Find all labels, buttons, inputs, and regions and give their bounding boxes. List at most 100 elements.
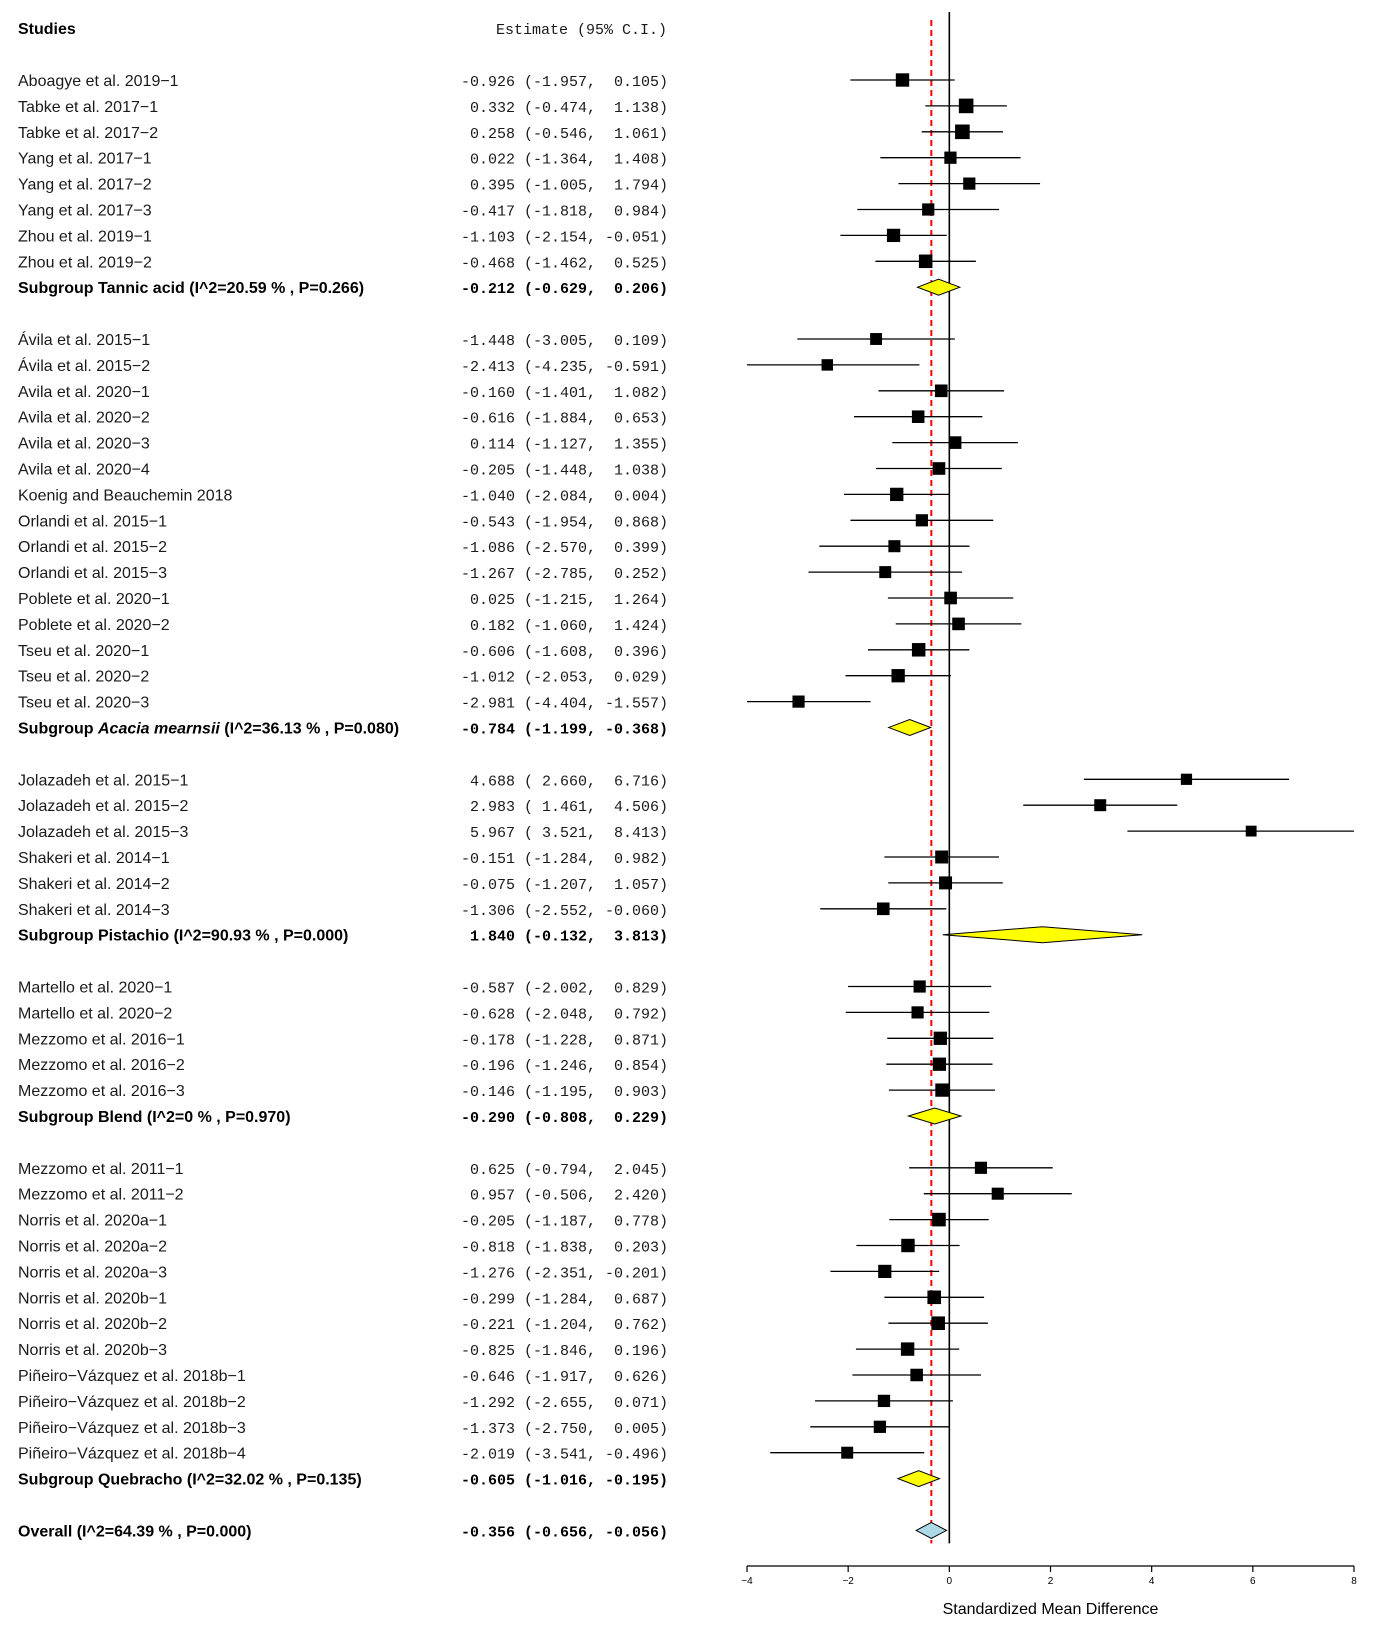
study-label: Tseu et al. 2020−2 [18,669,149,686]
estimate-ci-text: -1.276 (-2.351, -0.201) [461,1265,668,1282]
subgroup-label: Subgroup Acacia mearnsii (I^2=36.13 % , … [18,721,399,738]
point-estimate-square [895,73,910,87]
study-label: Ávila et al. 2015−1 [18,330,150,349]
estimate-ci-text: 0.258 (-0.546, 1.061) [461,126,668,143]
point-estimate-square [952,617,965,631]
estimate-ci-text: -0.075 (-1.207, 1.057) [461,877,668,894]
estimate-ci-text: -1.267 (-2.785, 0.252) [461,566,668,583]
x-tick-label: −2 [842,1576,854,1587]
subgroup-diamond [896,1470,941,1488]
point-estimate-square [935,850,949,864]
estimate-ci-text: -0.818 (-1.838, 0.203) [461,1240,668,1257]
study-label: Poblete et al. 2020−2 [18,617,170,634]
estimate-ci-text: 0.025 (-1.215, 1.264) [461,592,668,609]
study-label: Avila et al. 2020−4 [18,462,150,479]
study-label: Jolazadeh et al. 2015−1 [18,772,188,789]
point-estimate-square [935,1083,949,1097]
estimate-ci-text: -1.012 (-2.053, 0.029) [461,670,668,687]
estimate-ci-text: 1.840 (-0.132, 3.813) [461,929,668,946]
estimate-ci-text: -0.212 (-0.629, 0.206) [461,281,668,298]
study-label: Martello et al. 2020−2 [18,1005,172,1022]
study-label: Tseu et al. 2020−1 [18,643,149,660]
point-estimate-square [792,695,805,708]
study-label: Tabke et al. 2017−1 [18,99,158,116]
point-estimate-square [915,514,928,527]
study-label: Norris et al. 2020a−1 [18,1213,167,1230]
study-label: Jolazadeh et al. 2015−3 [18,824,188,841]
study-label: Orlandi et al. 2015−2 [18,539,167,556]
study-label: Shakeri et al. 2014−1 [18,850,170,867]
estimate-ci-text: -0.290 (-0.808, 0.229) [461,1110,668,1127]
point-estimate-square [886,228,901,243]
estimate-ci-text: -0.417 (-1.818, 0.984) [461,204,668,221]
x-tick-label: 8 [1351,1576,1357,1587]
point-estimate-square [939,876,953,890]
point-estimate-square [877,1394,891,1408]
study-label: Piñeiro−Vázquez et al. 2018b−1 [18,1368,246,1385]
estimate-ci-text: -0.146 (-1.195, 0.903) [461,1084,668,1101]
estimate-ci-text: -0.616 (-1.884, 0.653) [461,411,668,428]
subgroup-label: Subgroup Pistachio (I^2=90.93 % , P=0.00… [18,928,348,945]
estimate-ci-text: -0.356 (-0.656, -0.056) [461,1524,668,1541]
point-estimate-square [958,98,974,114]
study-label: Mezzomo et al. 2016−1 [18,1031,185,1048]
point-estimate-square [922,203,935,216]
study-label: Avila et al. 2020−2 [18,410,150,427]
estimate-ci-text: 2.983 ( 1.461, 4.506) [461,799,668,816]
study-label: Yang et al. 2017−1 [18,151,152,168]
subgroup-label: Subgroup Blend (I^2=0 % , P=0.970) [18,1109,291,1126]
point-estimate-square [870,333,883,345]
point-estimate-square [974,1161,988,1174]
estimate-ci-text: 0.957 (-0.506, 2.420) [461,1188,668,1205]
study-label: Tabke et al. 2017−2 [18,125,158,142]
subgroup-label: Subgroup Quebracho (I^2=32.02 % , P=0.13… [18,1472,362,1489]
subgroup-label-prefix: Subgroup [18,721,98,738]
estimate-ci-text: -2.981 (-4.404, -1.557) [461,696,668,713]
study-label: Yang et al. 2017−3 [18,203,152,220]
point-estimate-square [963,177,976,190]
point-estimate-square [944,151,957,164]
estimate-ci-text: -0.205 (-1.448, 1.038) [461,463,668,480]
point-estimate-square [932,1057,947,1071]
study-label: Piñeiro−Vázquez et al. 2018b−3 [18,1420,246,1437]
point-estimate-square [931,1316,945,1330]
study-label: Norris et al. 2020a−2 [18,1239,167,1256]
estimate-ci-text: -0.299 (-1.284, 0.687) [461,1291,668,1308]
estimate-ci-text: -1.292 (-2.655, 0.071) [461,1395,668,1412]
study-label: Avila et al. 2020−1 [18,384,150,401]
subgroup-diamond [916,278,962,296]
study-label: Piñeiro−Vázquez et al. 2018b−2 [18,1394,246,1411]
point-estimate-square [910,1368,923,1382]
subgroup-diamond [906,1107,963,1125]
study-label: Poblete et al. 2020−1 [18,591,170,608]
study-label: Tseu et al. 2020−3 [18,695,149,712]
point-estimate-square [932,462,946,475]
subgroup-label-suffix: (I^2=36.13 % , P=0.080) [220,721,399,738]
estimate-ci-text: -2.019 (-3.541, -0.496) [461,1447,668,1464]
estimate-ci-text: -0.178 (-1.228, 0.871) [461,1032,668,1049]
point-estimate-square [944,591,957,605]
point-estimate-square [991,1187,1004,1200]
estimate-ci-text: -1.040 (-2.084, 0.004) [461,488,668,505]
estimate-ci-text: -1.448 (-3.005, 0.109) [461,333,668,350]
estimate-ci-text: -0.926 (-1.957, 0.105) [461,74,668,91]
x-tick-label: 4 [1149,1576,1155,1587]
estimate-ci-text: 5.967 ( 3.521, 8.413) [461,825,668,842]
point-estimate-square [932,1212,946,1227]
estimate-ci-text: -0.646 (-1.917, 0.626) [461,1369,668,1386]
point-estimate-square [900,1342,915,1356]
study-label: Aboagye et al. 2019−1 [18,73,179,90]
estimate-ci-text: 0.114 (-1.127, 1.355) [461,437,668,454]
study-label: Jolazadeh et al. 2015−2 [18,798,188,815]
estimate-ci-text: -0.151 (-1.284, 0.982) [461,851,668,868]
point-estimate-square [841,1446,854,1459]
point-estimate-square [948,436,962,449]
point-estimate-square [891,669,905,683]
point-estimate-square [890,487,904,502]
study-label: Koenig and Beauchemin 2018 [18,487,232,504]
point-estimate-square [933,1031,947,1045]
estimate-ci-text: 0.625 (-0.794, 2.045) [461,1162,668,1179]
estimate-ci-text: -0.587 (-2.002, 0.829) [461,981,668,998]
overall-diamond [915,1521,948,1539]
estimate-ci-text: -1.306 (-2.552, -0.060) [461,903,668,920]
